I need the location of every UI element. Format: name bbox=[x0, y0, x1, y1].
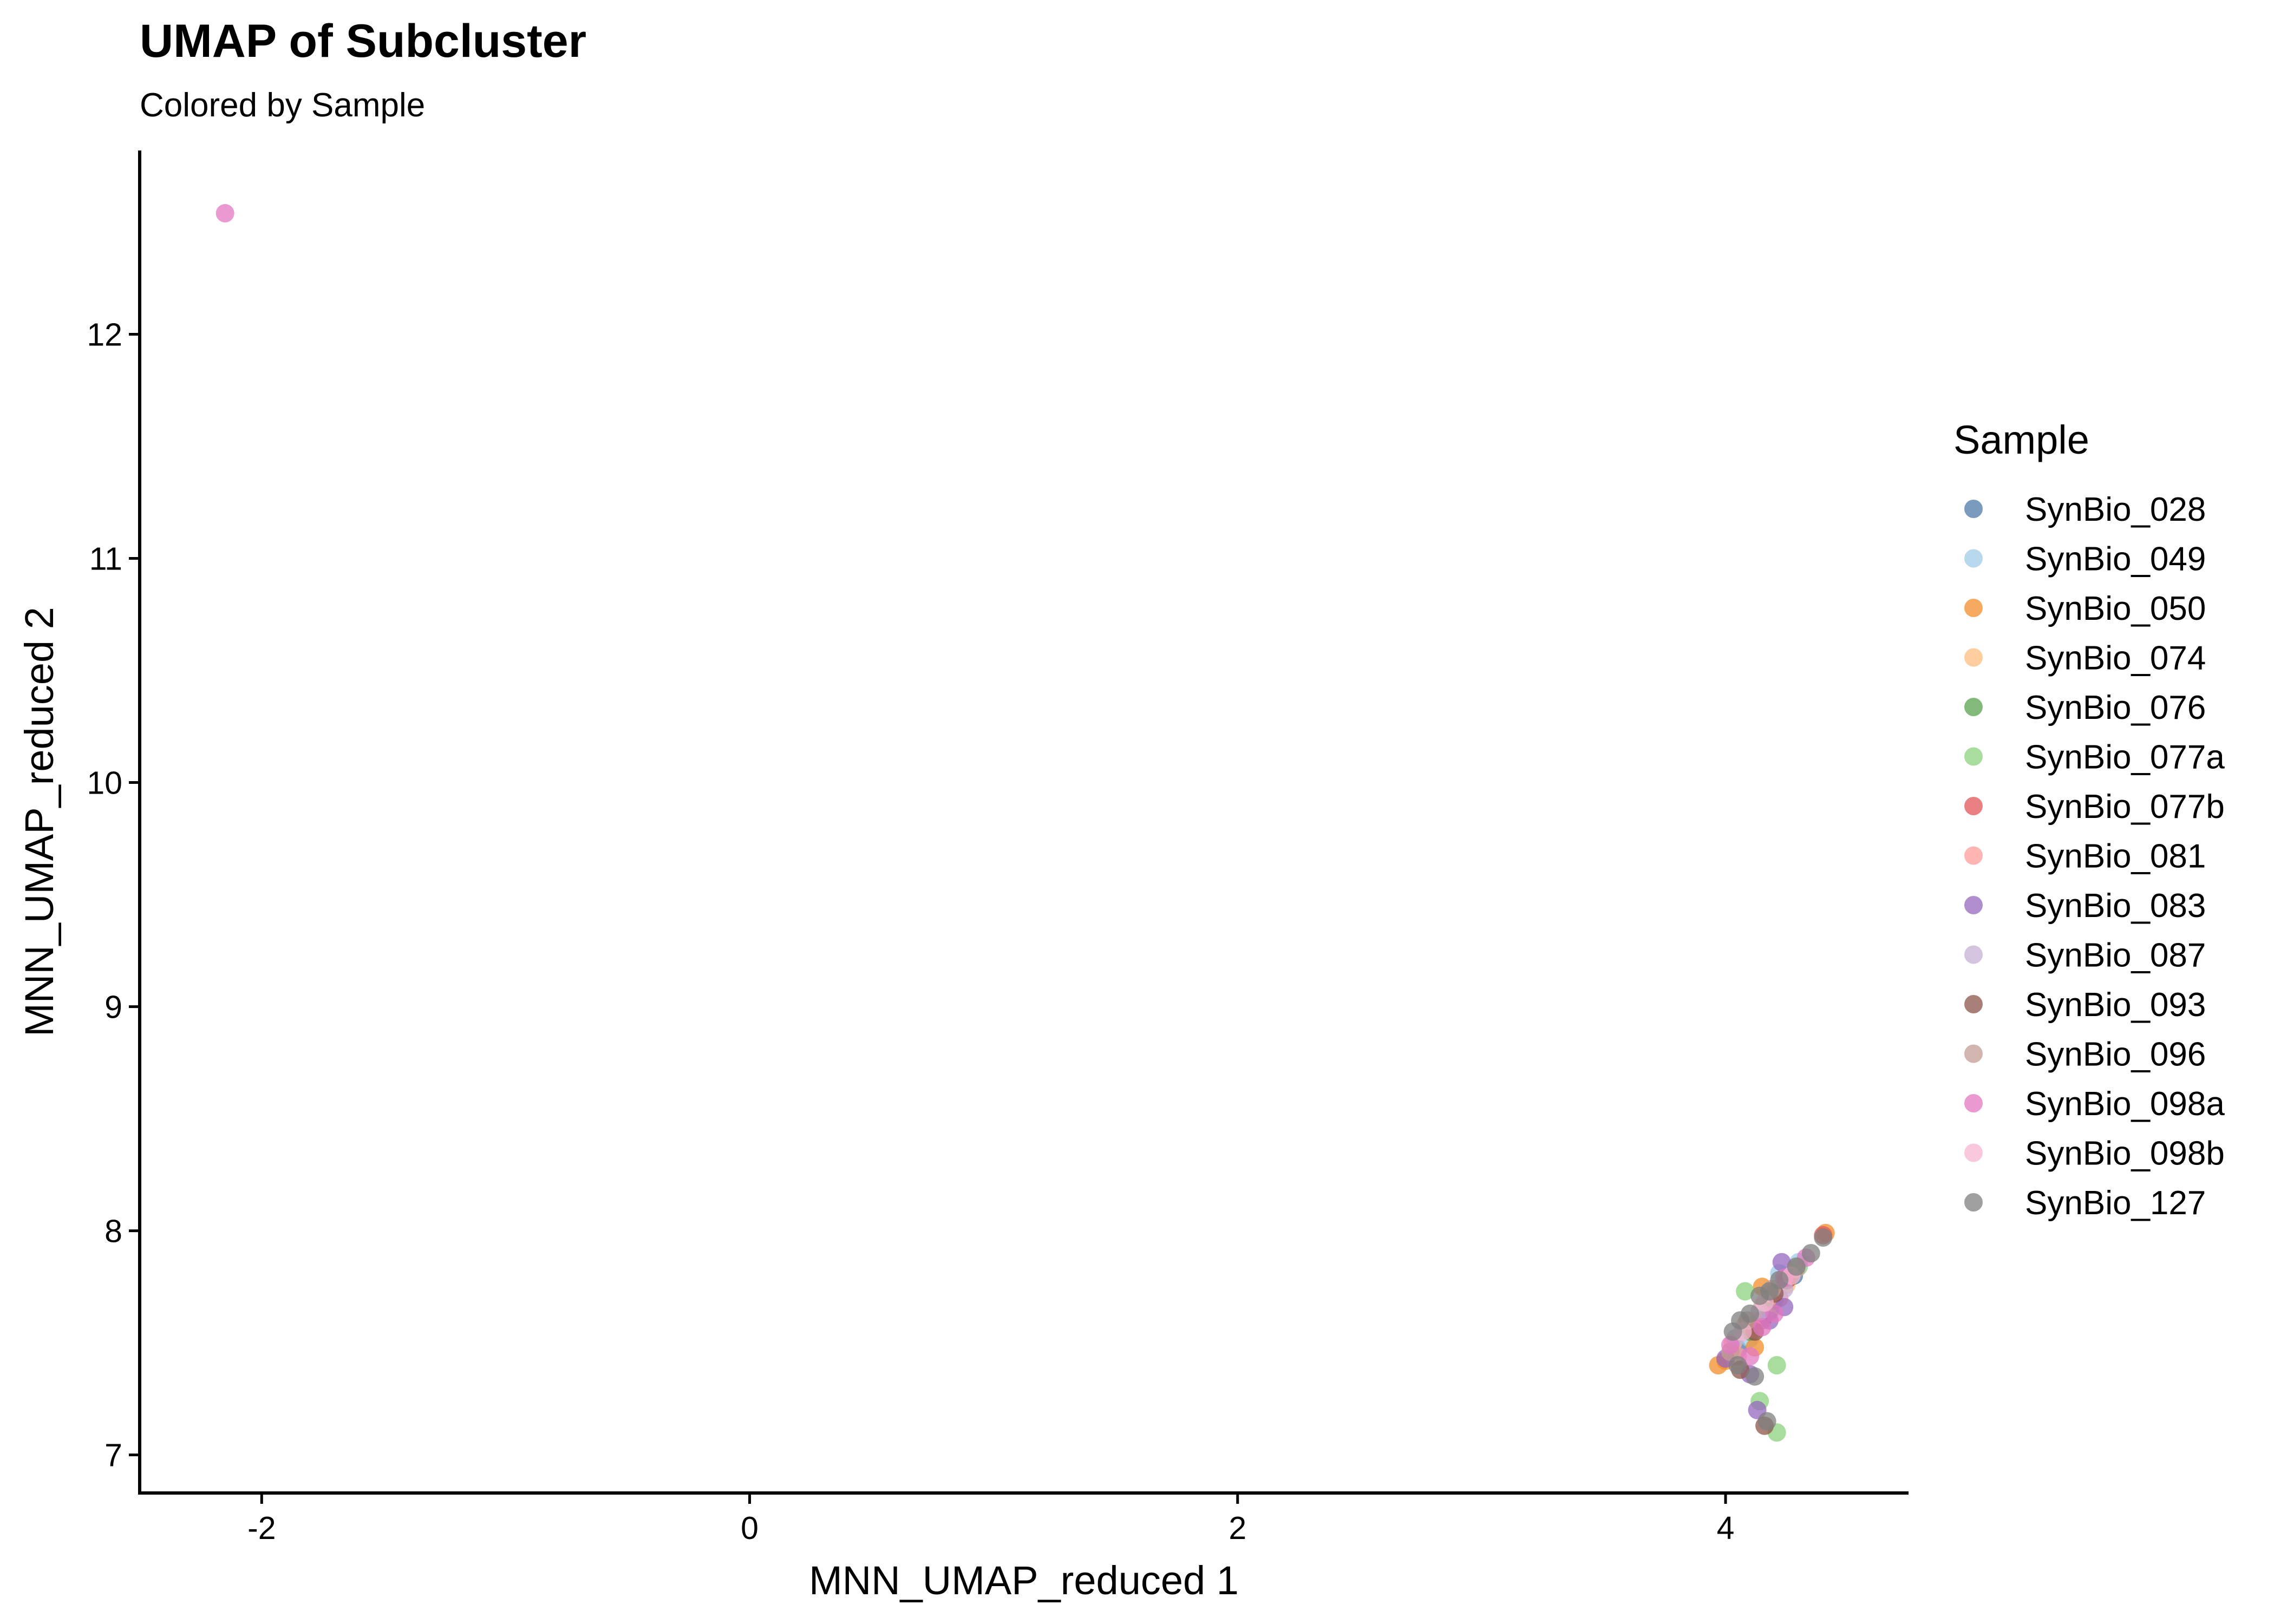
chart-title: UMAP of Subcluster bbox=[140, 15, 586, 67]
legend-label-13: SynBio_098b bbox=[2025, 1135, 2225, 1173]
data-point-14-11 bbox=[1757, 1412, 1776, 1431]
data-point-14-2 bbox=[1741, 1304, 1760, 1323]
y-tick-label: 7 bbox=[104, 1438, 122, 1474]
legend-key-8 bbox=[1964, 896, 1983, 914]
legend-label-10: SynBio_093 bbox=[2025, 986, 2206, 1024]
legend-key-9 bbox=[1964, 945, 1983, 964]
x-tick-label: 0 bbox=[741, 1510, 759, 1546]
plot-points bbox=[215, 204, 1835, 1442]
legend: SynBio_028 SynBio_049 SynBio_050 SynBio_074… bbox=[1964, 491, 2225, 1222]
y-tick-label: 10 bbox=[87, 765, 122, 801]
data-point-14-7 bbox=[1801, 1244, 1820, 1262]
data-point-14-8 bbox=[1814, 1228, 1833, 1247]
data-point-12-0 bbox=[215, 204, 234, 222]
y-tick-label: 9 bbox=[104, 990, 122, 1025]
y-axis-title: MNN_UMAP_reduced 2 bbox=[17, 607, 62, 1037]
legend-key-10 bbox=[1964, 995, 1983, 1013]
legend-label-1: SynBio_049 bbox=[2025, 541, 2206, 578]
legend-label-7: SynBio_081 bbox=[2025, 838, 2206, 875]
data-point-14-10 bbox=[1746, 1367, 1765, 1386]
legend-label-3: SynBio_074 bbox=[2025, 640, 2206, 677]
legend-label-8: SynBio_083 bbox=[2025, 887, 2206, 925]
legend-label-2: SynBio_050 bbox=[2025, 590, 2206, 627]
legend-label-5: SynBio_077a bbox=[2025, 739, 2225, 776]
data-point-14-9 bbox=[1728, 1356, 1747, 1374]
legend-label-12: SynBio_098a bbox=[2025, 1085, 2225, 1123]
legend-label-14: SynBio_127 bbox=[2025, 1184, 2206, 1222]
legend-key-11 bbox=[1964, 1044, 1983, 1063]
chart-subtitle: Colored by Sample bbox=[140, 87, 425, 124]
legend-key-14 bbox=[1964, 1193, 1983, 1212]
legend-key-1 bbox=[1964, 549, 1983, 568]
legend-label-9: SynBio_087 bbox=[2025, 937, 2206, 974]
legend-key-13 bbox=[1964, 1143, 1983, 1162]
y-axis-ticks: 7 8 9 10 11 12 bbox=[87, 317, 140, 1474]
data-point-14-5 bbox=[1770, 1271, 1789, 1289]
data-point-8-3 bbox=[1772, 1253, 1791, 1272]
legend-key-3 bbox=[1964, 648, 1983, 667]
legend-title: Sample bbox=[1953, 417, 2089, 462]
data-point-5-0 bbox=[1736, 1282, 1755, 1301]
x-tick-label: 2 bbox=[1229, 1510, 1246, 1546]
legend-label-6: SynBio_077b bbox=[2025, 788, 2225, 826]
y-tick-label: 8 bbox=[104, 1214, 122, 1249]
x-tick-label: -2 bbox=[247, 1510, 276, 1546]
legend-key-4 bbox=[1964, 698, 1983, 716]
legend-key-7 bbox=[1964, 846, 1983, 865]
x-axis-title: MNN_UMAP_reduced 1 bbox=[809, 1558, 1239, 1603]
legend-key-2 bbox=[1964, 599, 1983, 617]
legend-key-5 bbox=[1964, 747, 1983, 766]
legend-label-4: SynBio_076 bbox=[2025, 689, 2206, 726]
legend-label-0: SynBio_028 bbox=[2025, 491, 2206, 528]
data-point-12-3 bbox=[1753, 1318, 1772, 1337]
y-tick-label: 11 bbox=[89, 541, 122, 577]
data-point-14-6 bbox=[1787, 1257, 1806, 1276]
legend-key-0 bbox=[1964, 500, 1983, 518]
legend-key-6 bbox=[1964, 797, 1983, 815]
legend-label-11: SynBio_096 bbox=[2025, 1036, 2206, 1073]
x-tick-label: 4 bbox=[1717, 1510, 1735, 1546]
data-point-5-2 bbox=[1767, 1356, 1786, 1374]
legend-key-12 bbox=[1964, 1094, 1983, 1112]
x-axis-ticks: -2 0 2 4 bbox=[247, 1493, 1734, 1546]
y-tick-label: 12 bbox=[87, 317, 122, 352]
